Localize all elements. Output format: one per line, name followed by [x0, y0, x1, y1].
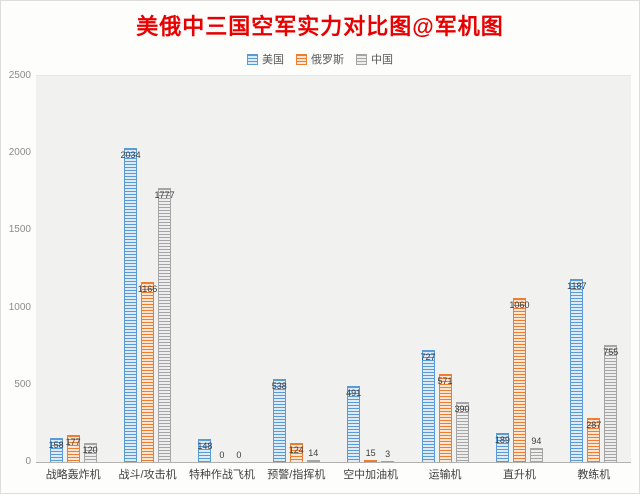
- y-axis: 0 500 1000 1500 2000 2500: [1, 1, 31, 493]
- x-category-label-2: 特种作战飞机: [188, 469, 255, 481]
- legend-item-1: 俄罗斯: [296, 51, 344, 67]
- data-label: 177: [65, 436, 81, 447]
- data-label: 491: [346, 388, 362, 399]
- bar-group-1: 2034 1166 1777: [110, 76, 184, 462]
- data-label: 94: [531, 435, 542, 446]
- bar-中国-1: 1777: [155, 187, 175, 462]
- x-category-label-3: 预警/指挥机: [267, 469, 326, 481]
- x-category-label-7: 教练机: [577, 469, 611, 481]
- legend-label: 俄罗斯: [311, 54, 344, 66]
- chart-title: 美俄中三国空军实力对比图@军机图: [136, 14, 504, 39]
- legend-item-0: 美国: [247, 51, 284, 67]
- x-category-label-4: 空中加油机: [343, 469, 399, 481]
- data-label: 287: [586, 419, 602, 430]
- bar-美国-6: 189: [494, 432, 510, 462]
- data-label: 0: [236, 450, 242, 460]
- bar-美国-7: 1187: [567, 278, 587, 462]
- bar-俄罗斯-3: 124: [288, 442, 304, 462]
- data-label: 120: [82, 445, 98, 456]
- data-label: 1187: [567, 280, 587, 291]
- legend: 美国 俄罗斯 中国: [1, 51, 639, 67]
- legend-swatch-icon: [247, 53, 258, 65]
- bar-俄罗斯-4: 15: [364, 448, 378, 462]
- y-tick-label: 500: [14, 378, 31, 390]
- bar-俄罗斯-7: 287: [586, 417, 602, 462]
- bar-美国-0: 158: [48, 437, 64, 462]
- legend-label: 中国: [371, 54, 393, 66]
- bar-俄罗斯-1: 1166: [137, 281, 158, 462]
- legend-swatch-icon: [356, 53, 367, 65]
- data-label: 189: [494, 434, 510, 445]
- data-label: 0: [219, 450, 225, 460]
- plot-area: 158 177 120 2034 1166 1777 148 0 0 538 124 14 491 15 3…: [36, 75, 631, 463]
- x-axis: 战略轰炸机 战斗/攻击机 特种作战飞机 预警/指挥机 空中加油机 运输机 直升机 教练机: [36, 466, 631, 482]
- bar-中国-4: 3: [381, 449, 395, 462]
- bar-group-7: 1187 287 755: [557, 76, 631, 462]
- data-label: 1777: [154, 189, 175, 200]
- data-label: 727: [420, 351, 436, 362]
- bar-group-4: 491 15 3: [334, 76, 408, 462]
- data-label: 148: [197, 441, 213, 452]
- data-label: 571: [437, 375, 453, 386]
- bar-俄罗斯-5: 571: [437, 373, 453, 462]
- bar-中国-5: 390: [454, 401, 470, 462]
- bar-美国-1: 2034: [121, 147, 141, 462]
- bar-俄罗斯-6: 1060: [509, 298, 529, 462]
- y-tick-label: 1000: [8, 301, 31, 313]
- data-label: 158: [48, 439, 64, 450]
- data-label: 2034: [120, 149, 141, 160]
- y-tick-label: 0: [25, 456, 31, 467]
- bar-美国-2: 148: [197, 439, 213, 462]
- legend-label: 美国: [262, 54, 284, 66]
- bar-美国-4: 491: [346, 386, 362, 462]
- bar-group-3: 538 124 14: [259, 76, 333, 462]
- bar-俄罗斯-0: 177: [65, 434, 81, 462]
- data-label: 390: [454, 403, 470, 414]
- bar-中国-3: 14: [306, 448, 320, 462]
- data-label: 14: [308, 447, 319, 458]
- legend-item-2: 中国: [356, 51, 393, 67]
- data-label: 3: [385, 449, 391, 459]
- bar-group-0: 158 177 120: [36, 76, 110, 462]
- bar-group-6: 189 1060 94: [482, 76, 556, 462]
- data-label: 755: [603, 347, 619, 358]
- y-tick-label: 2000: [8, 147, 31, 159]
- data-label: 538: [271, 380, 287, 391]
- bar-中国-0: 120: [82, 443, 98, 462]
- bar-中国-6: 94: [529, 436, 543, 462]
- bar-美国-3: 538: [271, 378, 287, 462]
- bar-group-2: 148 0 0: [185, 76, 259, 462]
- legend-swatch-icon: [296, 53, 307, 65]
- data-label: 124: [288, 444, 304, 455]
- x-category-label-0: 战略轰炸机: [45, 469, 101, 481]
- data-label: 1166: [137, 283, 158, 294]
- data-label: 15: [365, 447, 376, 458]
- bar-中国-7: 755: [603, 345, 619, 462]
- bar-group-5: 727 571 390: [408, 76, 482, 462]
- y-tick-label: 2500: [8, 70, 31, 81]
- y-tick-label: 1500: [8, 224, 31, 236]
- data-label: 1060: [509, 300, 530, 311]
- x-category-label-1: 战斗/攻击机: [118, 469, 177, 481]
- x-category-label-6: 直升机: [502, 469, 536, 481]
- x-category-label-5: 运输机: [428, 469, 462, 481]
- bar-美国-5: 727: [420, 349, 436, 462]
